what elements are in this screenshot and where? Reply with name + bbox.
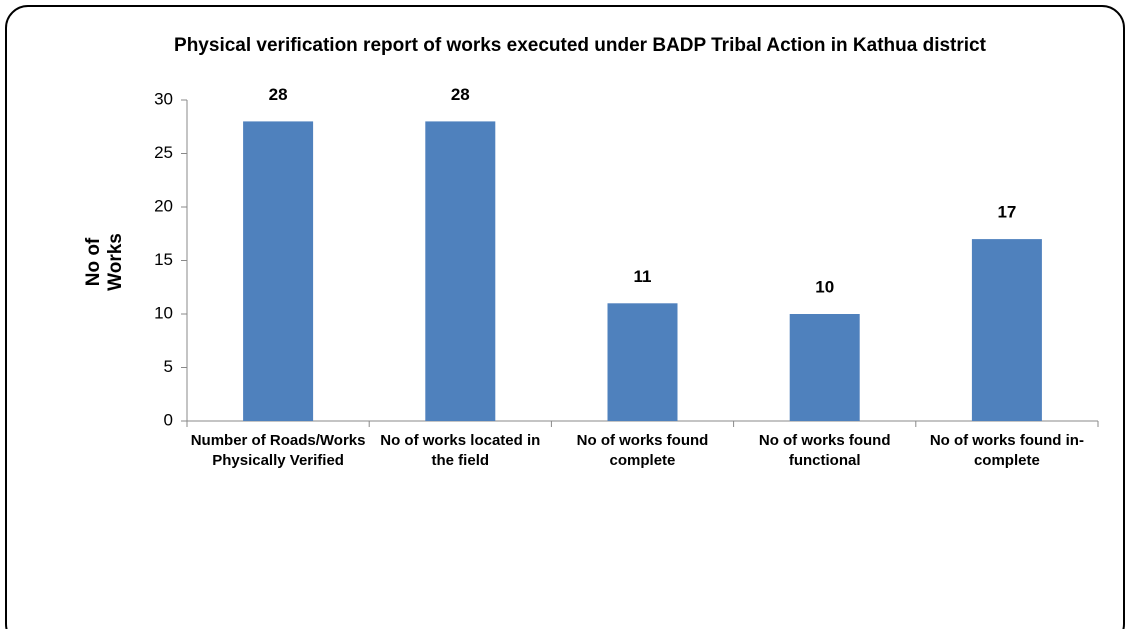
x-tick-label: Number of Roads/Works Physically Verifie…	[190, 432, 366, 469]
bar	[607, 303, 678, 421]
data-label: 10	[815, 277, 834, 296]
x-tick-label: No of works found in-complete	[929, 432, 1084, 469]
data-label: 28	[269, 85, 288, 104]
bar	[789, 314, 860, 421]
y-tick-label: 20	[154, 196, 173, 215]
x-tick-label: No of works found complete	[576, 432, 709, 469]
y-axis-label: No of Works	[83, 233, 126, 291]
bar	[425, 121, 496, 422]
data-label: 11	[634, 267, 652, 286]
y-tick-label: 5	[164, 357, 173, 376]
y-tick-label: 15	[154, 250, 173, 269]
data-label: 17	[997, 203, 1016, 222]
y-tick-label: 0	[164, 410, 173, 429]
chart-frame	[5, 5, 1125, 629]
chart-title: Physical verification report of works ex…	[174, 35, 986, 56]
bar	[971, 239, 1042, 421]
y-tick-label: 30	[154, 89, 173, 108]
y-tick-label: 10	[154, 303, 173, 322]
y-tick-label: 25	[154, 143, 173, 162]
x-tick-label: No of works found functional	[758, 432, 891, 469]
x-tick-label: No of works located in the field	[380, 432, 541, 469]
data-label: 28	[451, 85, 470, 104]
bar	[243, 121, 314, 422]
